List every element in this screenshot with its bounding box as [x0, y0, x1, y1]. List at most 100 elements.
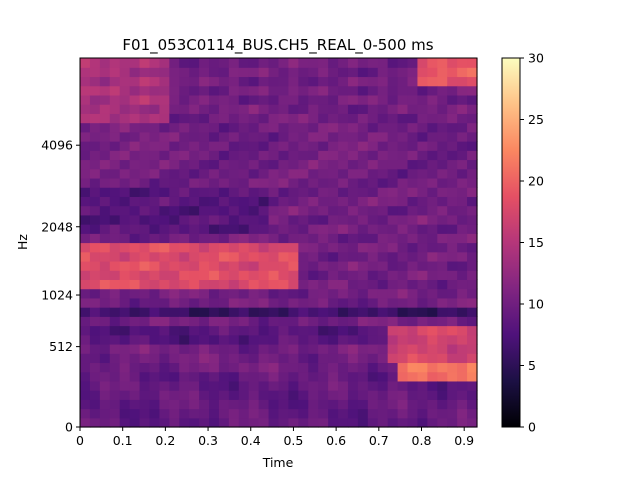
heatmap-cell: [308, 251, 319, 262]
heatmap-cell: [139, 113, 151, 124]
heatmap-cell: [417, 279, 428, 290]
heatmap-cell: [308, 131, 319, 142]
heatmap-cell: [437, 150, 448, 161]
heatmap-cell: [318, 288, 329, 299]
heatmap-cell: [218, 85, 230, 96]
heatmap-cell: [169, 67, 180, 78]
heatmap-cell: [447, 177, 458, 188]
heatmap-cell: [218, 67, 230, 78]
heatmap-cell: [228, 224, 240, 234]
heatmap-cell: [427, 380, 438, 391]
heatmap: [80, 58, 478, 428]
heatmap-cell: [179, 94, 190, 105]
heatmap-cell: [209, 187, 220, 197]
heatmap-cell: [129, 288, 141, 299]
heatmap-cell: [159, 307, 170, 317]
heatmap-cell: [268, 307, 280, 317]
heatmap-cell: [89, 408, 101, 419]
heatmap-cell: [397, 94, 409, 105]
heatmap-cell: [80, 76, 91, 87]
heatmap-cell: [218, 205, 230, 216]
heatmap-cell: [218, 113, 230, 124]
heatmap-cell: [80, 408, 91, 419]
heatmap-cell: [179, 214, 190, 225]
heatmap-cell: [268, 399, 280, 410]
heatmap-cell: [377, 325, 389, 336]
heatmap-cell: [427, 205, 438, 216]
heatmap-cell: [407, 122, 419, 133]
heatmap-cell: [119, 408, 131, 419]
heatmap-cell: [159, 260, 170, 271]
heatmap-cell: [258, 224, 270, 234]
heatmap-cell: [159, 141, 170, 151]
heatmap-cell: [248, 187, 260, 197]
heatmap-cell: [189, 141, 200, 151]
heatmap-cell: [308, 270, 319, 280]
heatmap-cell: [129, 150, 141, 161]
heatmap-cell: [238, 94, 250, 105]
heatmap-cell: [209, 371, 220, 382]
heatmap-cell: [437, 187, 448, 197]
heatmap-cell: [248, 390, 260, 400]
heatmap-cell: [199, 168, 210, 179]
heatmap-cell: [427, 371, 438, 382]
heatmap-cell: [417, 251, 428, 262]
heatmap-cell: [228, 316, 240, 327]
heatmap-cell: [159, 104, 170, 114]
heatmap-cell: [308, 399, 319, 410]
heatmap-cell: [328, 307, 339, 317]
heatmap-cell: [109, 131, 121, 142]
heatmap-cell: [278, 270, 290, 280]
colorbar-tick-label: 15: [528, 235, 544, 250]
heatmap-cell: [278, 224, 290, 234]
heatmap-cell: [417, 58, 428, 68]
heatmap-cell: [308, 233, 319, 244]
heatmap-cell: [417, 187, 428, 197]
heatmap-cell: [427, 251, 438, 262]
heatmap-cell: [159, 279, 170, 290]
heatmap-cell: [318, 325, 329, 336]
heatmap-cell: [278, 113, 290, 124]
heatmap-cell: [447, 150, 458, 161]
heatmap-cell: [119, 362, 131, 373]
heatmap-cell: [298, 288, 309, 299]
heatmap-cell: [278, 76, 290, 87]
heatmap-cell: [318, 76, 329, 87]
heatmap-cell: [159, 380, 170, 391]
heatmap-cell: [298, 380, 309, 391]
heatmap-cell: [427, 168, 438, 179]
heatmap-cell: [387, 316, 399, 327]
heatmap-cell: [119, 343, 131, 354]
heatmap-cell: [119, 399, 131, 410]
heatmap-cell: [298, 58, 309, 68]
heatmap-cell: [437, 196, 448, 207]
heatmap-cell: [89, 196, 101, 207]
heatmap-cell: [189, 334, 200, 345]
heatmap-cell: [218, 390, 230, 400]
heatmap-cell: [467, 371, 478, 382]
heatmap-cell: [99, 307, 111, 317]
heatmap-cell: [288, 307, 299, 317]
heatmap-cell: [387, 362, 399, 373]
heatmap-cell: [258, 58, 270, 68]
heatmap-cell: [278, 122, 290, 133]
x-tick-label: 0.5: [283, 433, 303, 448]
heatmap-cell: [318, 131, 329, 142]
heatmap-cell: [238, 233, 250, 244]
heatmap-cell: [99, 58, 111, 68]
heatmap-cell: [218, 408, 230, 419]
heatmap-cell: [447, 297, 458, 308]
heatmap-cell: [437, 159, 448, 170]
heatmap-cell: [159, 76, 170, 87]
heatmap-cell: [298, 224, 309, 234]
heatmap-cell: [417, 380, 428, 391]
heatmap-cell: [467, 224, 478, 234]
heatmap-cell: [228, 76, 240, 87]
heatmap-cell: [308, 408, 319, 419]
heatmap-cell: [397, 168, 409, 179]
heatmap-cell: [238, 104, 250, 114]
heatmap-cell: [258, 122, 270, 133]
heatmap-cell: [218, 353, 230, 364]
heatmap-cell: [139, 390, 151, 400]
heatmap-cell: [367, 343, 379, 354]
